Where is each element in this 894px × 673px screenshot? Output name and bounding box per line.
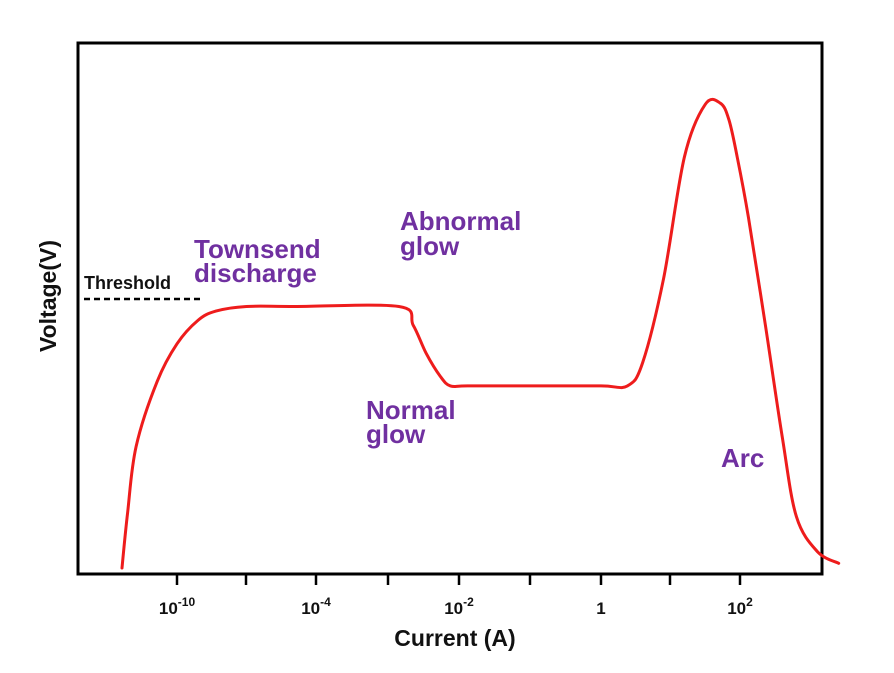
x-tick-label-4-base: 10 <box>727 599 746 618</box>
series-line-vi-curve <box>120 97 841 570</box>
x-tick-label-0-base: 10 <box>159 599 178 618</box>
x-tick-label-2-base: 10 <box>444 599 463 618</box>
x-tick-label-3-base: 1 <box>596 599 605 618</box>
x-axis-tick-labels: 10-10 10-4 10-2 1 102 <box>159 595 753 618</box>
x-tick-label-1-exp: -4 <box>320 595 331 609</box>
region-label-arc-line1: Arc <box>721 443 764 473</box>
region-label-townsend: Townsend discharge <box>194 234 328 288</box>
x-tick-label-0: 10-10 <box>159 595 196 618</box>
threshold-label: Threshold <box>84 273 171 293</box>
x-tick-label-4: 102 <box>727 595 753 618</box>
region-label-arc: Arc <box>721 443 764 473</box>
x-axis-ticks <box>175 574 742 585</box>
x-tick-label-2: 10-2 <box>444 595 474 618</box>
x-tick-label-1-base: 10 <box>301 599 320 618</box>
x-tick-label-2-exp: -2 <box>463 595 474 609</box>
y-axis-title: Voltage(V) <box>35 240 61 352</box>
x-tick-label-4-exp: 2 <box>746 595 753 609</box>
region-label-townsend-line1: Townsend <box>194 234 321 264</box>
region-label-normal-glow-line2: glow <box>366 419 426 449</box>
region-label-normal-glow-line1: Normal <box>366 395 456 425</box>
x-axis-title: Current (A) <box>394 625 515 651</box>
region-label-abnormal-glow-line2: glow <box>400 231 460 261</box>
x-tick-label-3: 1 <box>596 599 605 618</box>
region-label-normal-glow: Normal glow <box>366 395 463 449</box>
x-tick-label-0-exp: -10 <box>178 595 196 609</box>
region-label-townsend-line2: discharge <box>194 258 317 288</box>
plot-frame <box>76 41 824 576</box>
x-tick-label-1: 10-4 <box>301 595 331 618</box>
region-label-abnormal-glow-line1: Abnormal <box>400 206 521 236</box>
region-label-abnormal-glow: Abnormal glow <box>400 206 529 261</box>
